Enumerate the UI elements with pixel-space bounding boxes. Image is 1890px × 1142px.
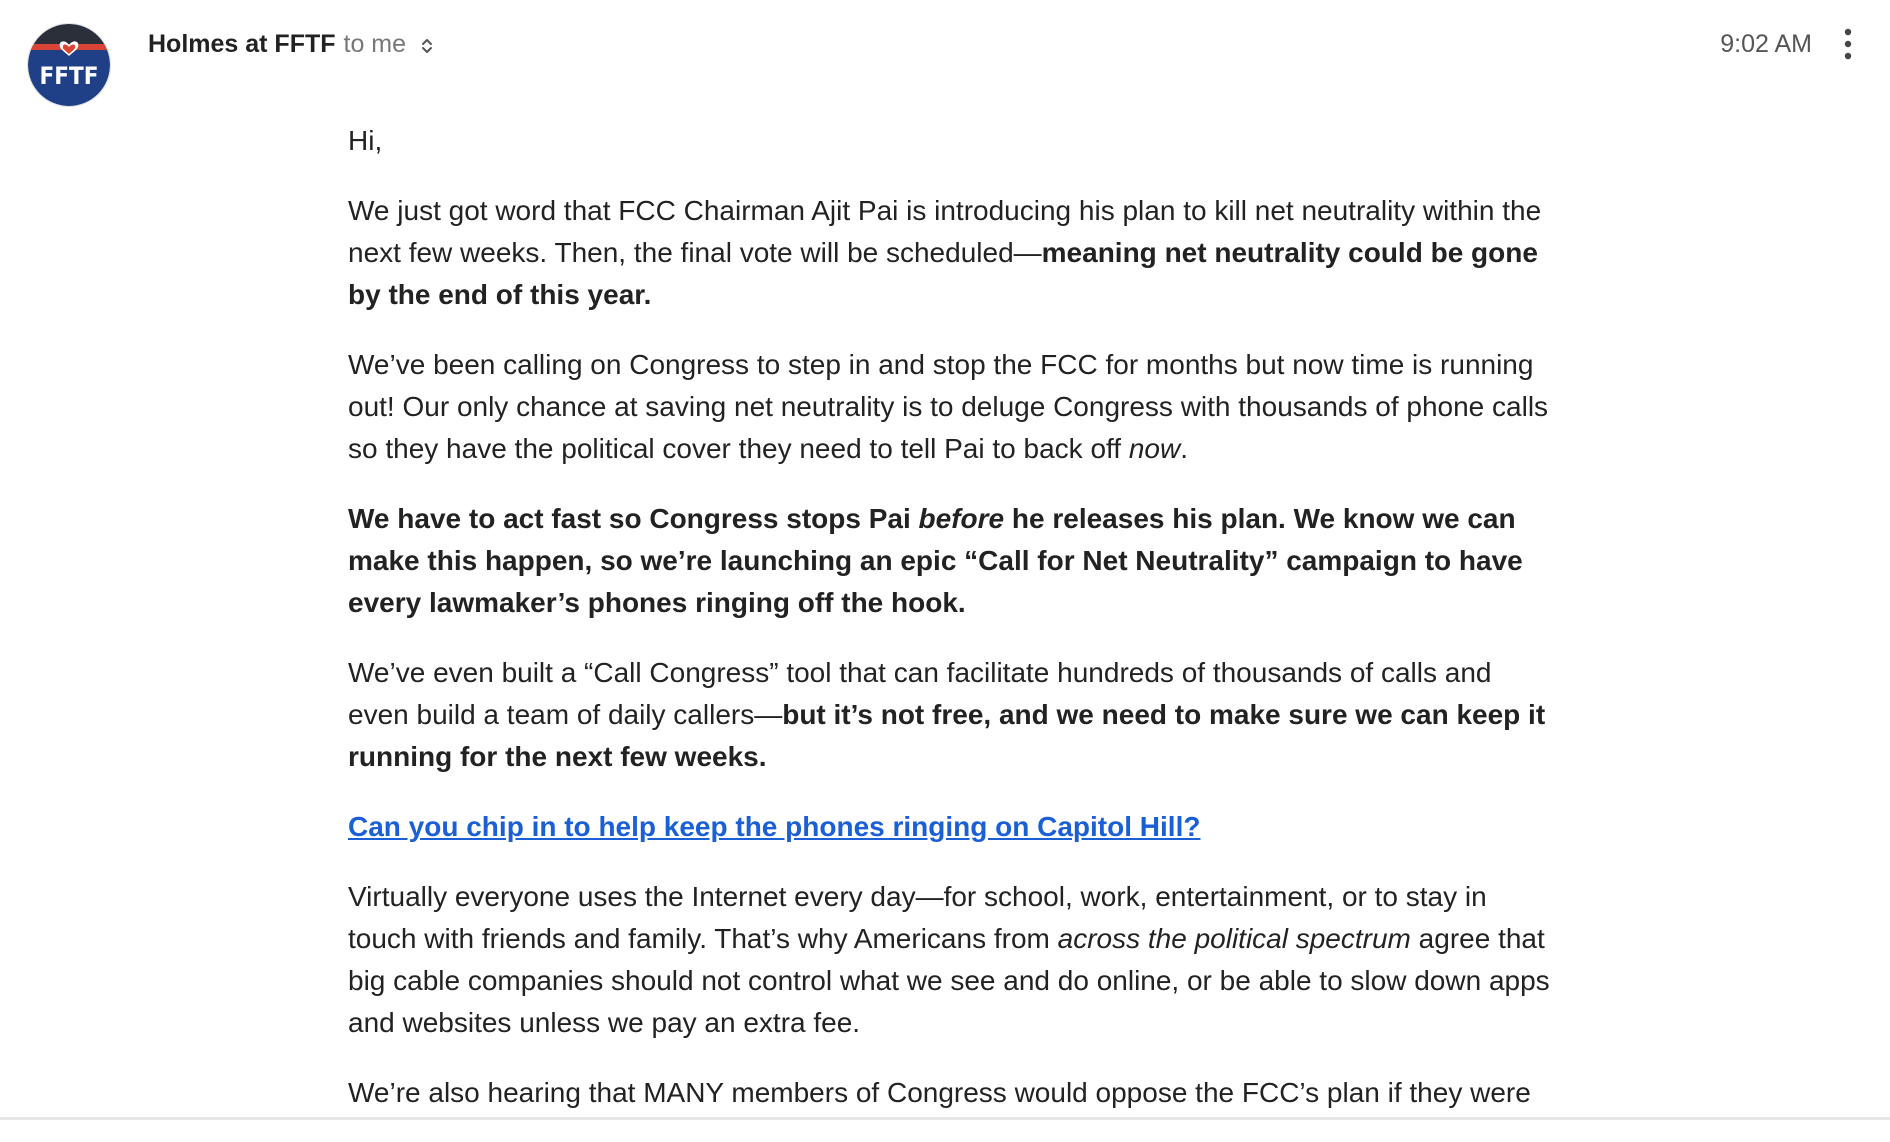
heart-icon [62, 44, 76, 54]
paragraph-3-bold-b: he releases his plan. We know we can mak… [348, 503, 1523, 618]
paragraph-1-text: We just got word that FCC Chairman Ajit … [348, 195, 1542, 268]
cta-paragraph: Can you chip in to help keep the phones … [348, 806, 1558, 848]
paragraph-5: Virtually everyone uses the Internet eve… [348, 876, 1558, 1044]
paragraph-3-bold-italic: before [918, 503, 1005, 534]
logo-text: FFTF [40, 62, 99, 90]
paragraph-4-text: We’ve even built a “Call Congress” tool … [348, 657, 1492, 730]
paragraph-6: We’re also hearing that MANY members of … [348, 1077, 1531, 1108]
message-header: FFTF Holmes at FFTF to me 9:02 AM [0, 0, 1890, 110]
sender-name[interactable]: Holmes at FFTF [148, 29, 336, 58]
paragraph-1: We just got word that FCC Chairman Ajit … [348, 190, 1558, 316]
sender-avatar[interactable]: FFTF [28, 24, 110, 106]
greeting: Hi, [348, 125, 383, 156]
paragraph-2-italic: now [1128, 433, 1181, 464]
paragraph-5-italic: across the political spectrum [1057, 923, 1411, 954]
message-timestamp: 9:02 AM [1720, 30, 1812, 58]
recipient-label: to me [343, 29, 407, 58]
chevron-updown-icon[interactable] [420, 34, 434, 54]
message-body: Hi, We just got word that FCC Chairman A… [348, 120, 1558, 1142]
paragraph-5-text-b: agree that big cable companies should no… [348, 923, 1550, 1038]
paragraph-4-bold: but it’s not free, and we need to make s… [348, 699, 1546, 772]
paragraph-2-end: . [1180, 433, 1188, 464]
paragraph-1-bold: meaning net neutrality could be gone by … [348, 237, 1538, 310]
donate-link[interactable]: Can you chip in to help keep the phones … [348, 811, 1201, 842]
paragraph-2: We’ve been calling on Congress to step i… [348, 344, 1558, 470]
paragraph-2-text: We’ve been calling on Congress to step i… [348, 349, 1549, 464]
fftf-logo: FFTF [28, 24, 110, 106]
more-vertical-icon[interactable] [1836, 24, 1860, 64]
bottom-divider [0, 1117, 1890, 1120]
paragraph-4: We’ve even built a “Call Congress” tool … [348, 652, 1558, 778]
sender-line: Holmes at FFTF to me [148, 26, 434, 62]
paragraph-3: We have to act fast so Congress stops Pa… [348, 498, 1558, 624]
paragraph-5-text-a: Virtually everyone uses the Internet eve… [348, 881, 1487, 954]
paragraph-3-bold-a: We have to act fast so Congress stops Pa… [348, 503, 919, 534]
